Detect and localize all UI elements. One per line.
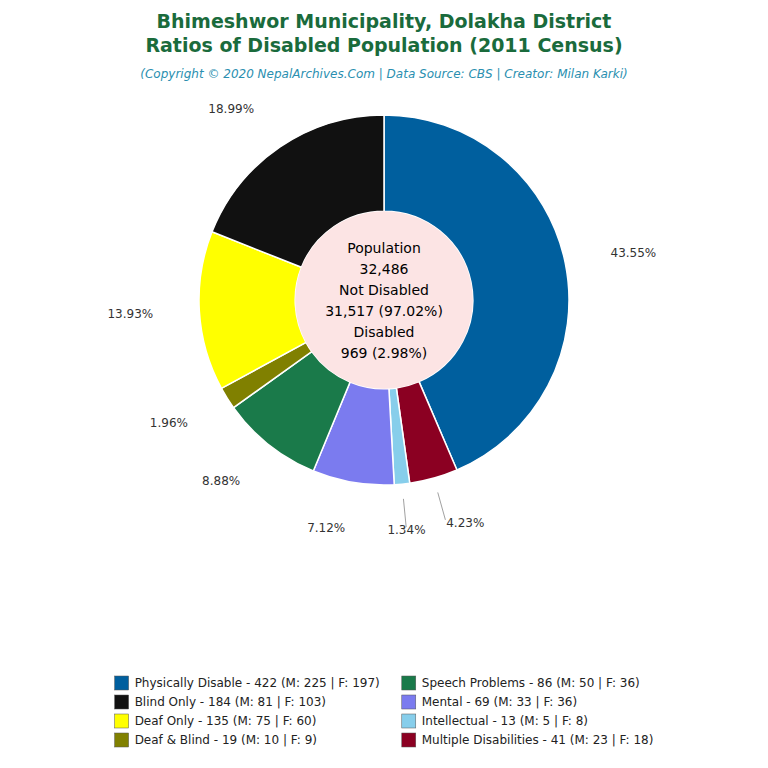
leader-line bbox=[438, 492, 446, 519]
data-label: 43.55% bbox=[611, 246, 657, 260]
center-text: Not Disabled bbox=[339, 282, 429, 298]
legend-swatch bbox=[115, 733, 129, 747]
legend-swatch bbox=[402, 714, 416, 728]
center-text: 969 (2.98%) bbox=[341, 345, 428, 361]
legend-item: Deaf & Blind - 19 (M: 10 | F: 9) bbox=[115, 733, 317, 747]
title: Ratios of Disabled Population (2011 Cens… bbox=[145, 34, 622, 56]
legend-swatch bbox=[115, 676, 129, 690]
data-label: 4.23% bbox=[446, 516, 484, 530]
legend-swatch bbox=[115, 714, 129, 728]
legend-label: Multiple Disabilities - 41 (M: 23 | F: 1… bbox=[422, 733, 654, 747]
data-label: 1.96% bbox=[150, 416, 188, 430]
legend-item: Blind Only - 184 (M: 81 | F: 103) bbox=[115, 695, 326, 709]
data-label: 7.12% bbox=[307, 521, 345, 535]
legend-label: Intellectual - 13 (M: 5 | F: 8) bbox=[422, 714, 588, 728]
legend-label: Speech Problems - 86 (M: 50 | F: 36) bbox=[422, 676, 640, 690]
legend-label: Blind Only - 184 (M: 81 | F: 103) bbox=[135, 695, 326, 709]
legend-label: Mental - 69 (M: 33 | F: 36) bbox=[422, 695, 577, 709]
legend-item: Deaf Only - 135 (M: 75 | F: 60) bbox=[115, 714, 317, 728]
center-text: 31,517 (97.02%) bbox=[325, 303, 443, 319]
legend-swatch bbox=[402, 676, 416, 690]
legend: Physically Disable - 422 (M: 225 | F: 19… bbox=[115, 676, 654, 747]
center-text: 32,486 bbox=[360, 261, 409, 277]
legend-item: Multiple Disabilities - 41 (M: 23 | F: 1… bbox=[402, 733, 654, 747]
chart: Bhimeshwor Municipality, Dolakha Distric… bbox=[0, 0, 768, 768]
legend-item: Speech Problems - 86 (M: 50 | F: 36) bbox=[402, 676, 640, 690]
center-circle bbox=[295, 211, 473, 389]
title: Bhimeshwor Municipality, Dolakha Distric… bbox=[157, 10, 612, 32]
legend-label: Physically Disable - 422 (M: 225 | F: 19… bbox=[135, 676, 380, 690]
legend-item: Mental - 69 (M: 33 | F: 36) bbox=[402, 695, 577, 709]
slices bbox=[199, 115, 569, 485]
data-label: 13.93% bbox=[107, 307, 153, 321]
pie: Population 32,486 Not Disabled 31,517 (97.0… bbox=[107, 102, 656, 537]
legend-item: Physically Disable - 422 (M: 225 | F: 19… bbox=[115, 676, 380, 690]
center-text: Population bbox=[347, 240, 421, 256]
legend-label: Deaf & Blind - 19 (M: 10 | F: 9) bbox=[135, 733, 317, 747]
subtitle: (Copyright © 2020 NepalArchives.Com | Da… bbox=[140, 67, 627, 81]
legend-swatch bbox=[402, 733, 416, 747]
center-text: Disabled bbox=[354, 324, 415, 340]
data-label: 8.88% bbox=[202, 474, 240, 488]
data-label: 1.34% bbox=[387, 523, 425, 537]
data-label: 18.99% bbox=[208, 102, 254, 116]
legend-swatch bbox=[115, 695, 129, 709]
legend-label: Deaf Only - 135 (M: 75 | F: 60) bbox=[135, 714, 317, 728]
legend-item: Intellectual - 13 (M: 5 | F: 8) bbox=[402, 714, 588, 728]
legend-swatch bbox=[402, 695, 416, 709]
